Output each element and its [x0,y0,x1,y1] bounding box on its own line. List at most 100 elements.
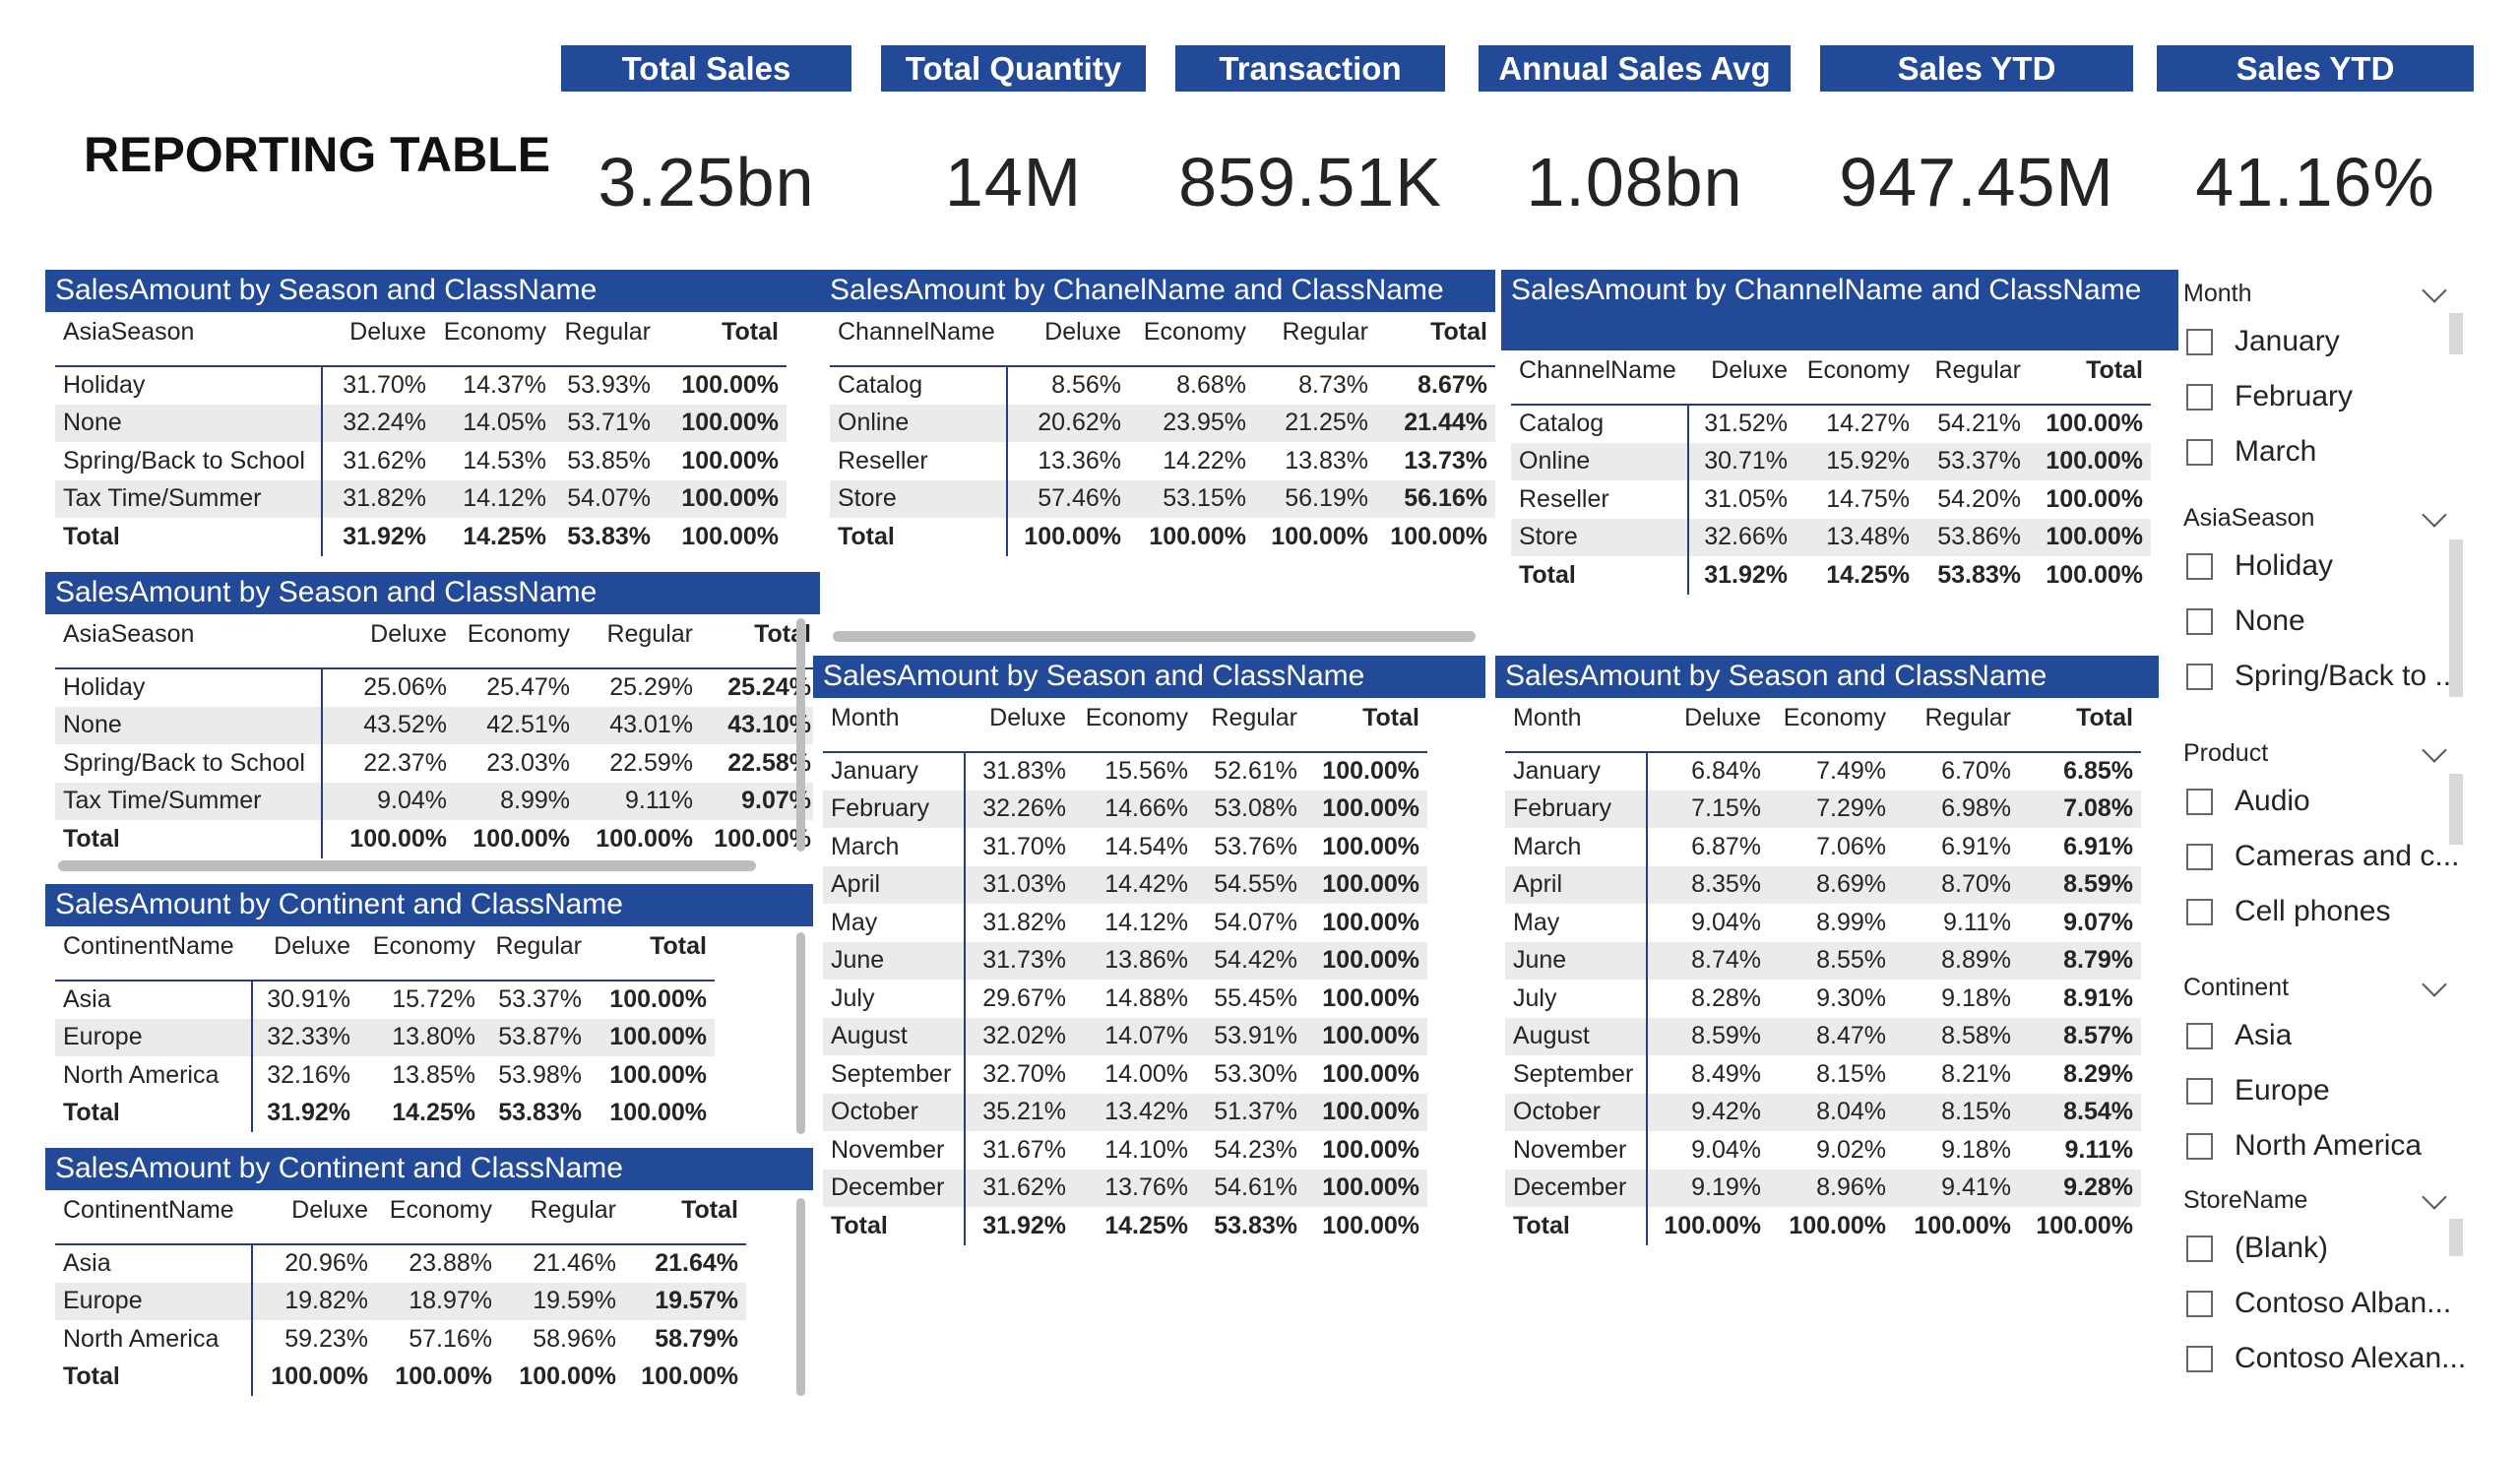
slicer-scrollbar[interactable] [2449,774,2463,845]
column-header[interactable]: Regular [500,1190,624,1245]
column-header-row: AsiaSeason Deluxe Economy Regular Total [55,312,787,367]
vertical-scrollbar[interactable] [796,1198,805,1396]
table-row: April 31.03% 14.42% 54.55% 100.00% [823,865,1427,904]
table-row: July 8.28% 9.30% 9.18% 8.91% [1505,980,2141,1018]
column-header[interactable]: Total [2019,698,2141,753]
vertical-scrollbar[interactable] [796,618,805,852]
column-header[interactable]: Regular [1254,312,1376,367]
column-header[interactable]: Regular [578,614,701,669]
table-row: October 35.21% 13.42% 51.37% 100.00% [823,1093,1427,1131]
horizontal-scrollbar[interactable] [58,860,756,871]
column-header[interactable]: Total [624,1190,746,1245]
slicer-item[interactable]: Contoso Alexan... [2186,1342,2466,1375]
column-header[interactable]: Economy [1074,698,1196,753]
cell-value: 13.36% [1038,446,1121,475]
column-header[interactable]: Total [1376,312,1495,367]
column-header[interactable]: Regular [483,926,590,982]
slicer-item[interactable]: Cameras and c... [2186,840,2459,873]
kpi-header: Annual Sales Avg [1479,45,1791,92]
slicer-item[interactable]: North America [2186,1129,2422,1163]
slicer-item[interactable]: Cell phones [2186,895,2390,928]
checkbox[interactable] [2186,1345,2213,1372]
column-header[interactable]: AsiaSeason [55,312,322,367]
checkbox[interactable] [2186,552,2213,580]
column-header[interactable]: Total [1305,698,1427,753]
slicer-item[interactable]: Europe [2186,1074,2330,1108]
column-header[interactable]: Economy [358,926,483,982]
slicer-scrollbar[interactable] [2449,539,2463,697]
checkbox[interactable] [2186,898,2213,925]
slicer-item[interactable]: March [2186,435,2316,469]
cell-value: 100.00% [641,1362,738,1391]
column-header[interactable]: Deluxe [1688,350,1796,406]
table-row: Tax Time/Summer 31.82% 14.12% 54.07% 100.00% [55,479,787,518]
slicer-item[interactable]: Audio [2186,785,2310,818]
table-row: June 8.74% 8.55% 8.89% 8.79% [1505,941,2141,980]
column-header[interactable]: AsiaSeason [55,614,322,669]
slicer-item[interactable]: Contoso Alban... [2186,1287,2451,1320]
column-header[interactable]: Month [823,698,965,753]
chevron-down-icon[interactable] [2422,502,2447,528]
column-header[interactable]: Economy [376,1190,500,1245]
column-header[interactable]: Economy [434,312,554,367]
column-header[interactable]: Economy [1129,312,1254,367]
vertical-scrollbar[interactable] [796,932,805,1134]
column-header[interactable]: Deluxe [252,1190,376,1245]
column-header[interactable]: Deluxe [322,614,455,669]
column-header[interactable]: Total [659,312,787,367]
slicer-scrollbar[interactable] [2449,313,2463,354]
cell-value: 6.84% [1691,757,1761,786]
chevron-down-icon[interactable] [2422,1184,2447,1210]
column-header[interactable]: ContinentName [55,1190,252,1245]
cell-value: 9.18% [1941,1135,2011,1164]
cell-value: 100.00% [609,985,707,1014]
checkbox[interactable] [2186,438,2213,466]
slicer-item-label: March [2235,435,2317,468]
column-header[interactable]: Deluxe [1647,698,1769,753]
column-header[interactable]: Deluxe [965,698,1074,753]
checkbox[interactable] [2186,843,2213,870]
column-header[interactable]: Deluxe [322,312,434,367]
column-header[interactable]: Total [590,926,715,982]
slicer-item[interactable]: None [2186,604,2305,638]
slicer-item[interactable]: Spring/Back to ... [2186,660,2459,693]
column-header[interactable]: Regular [1894,698,2019,753]
chevron-down-icon[interactable] [2422,278,2447,303]
checkbox[interactable] [2186,1077,2213,1105]
chevron-down-icon[interactable] [2422,737,2447,763]
cell-value: 14.25% [392,1099,475,1127]
column-header[interactable]: Deluxe [252,926,358,982]
table-row: January 6.84% 7.49% 6.70% 6.85% [1505,752,2141,791]
slicer-item[interactable]: Asia [2186,1019,2292,1052]
column-header[interactable]: Regular [1918,350,2029,406]
slicer-item[interactable]: January [2186,325,2340,358]
column-header[interactable]: Economy [1796,350,1918,406]
checkbox[interactable] [2186,1022,2213,1049]
horizontal-scrollbar[interactable] [833,631,1476,642]
column-header[interactable]: Deluxe [1007,312,1129,367]
checkbox[interactable] [2186,1132,2213,1160]
checkbox[interactable] [2186,663,2213,690]
column-header[interactable]: Regular [1196,698,1305,753]
slicer-item[interactable]: February [2186,380,2353,413]
checkbox[interactable] [2186,1290,2213,1317]
column-header[interactable]: Total [2029,350,2151,406]
column-header[interactable]: ContinentName [55,926,252,982]
slicer-item[interactable]: Holiday [2186,549,2333,583]
column-header[interactable]: Regular [554,312,659,367]
checkbox[interactable] [2186,383,2213,411]
column-header[interactable]: ChannelName [1511,350,1688,406]
slicer-scrollbar[interactable] [2449,1219,2463,1256]
cell-value: 57.46% [1007,479,1129,518]
checkbox[interactable] [2186,1235,2213,1262]
checkbox[interactable] [2186,788,2213,815]
column-header[interactable]: Economy [1769,698,1894,753]
checkbox[interactable] [2186,328,2213,355]
column-header[interactable]: Month [1505,698,1647,753]
slicer-item[interactable]: (Blank) [2186,1232,2328,1265]
column-header[interactable]: Economy [455,614,578,669]
chevron-down-icon[interactable] [2422,972,2447,997]
table-visual: SalesAmount by ChannelName and ClassName… [1501,270,2178,604]
checkbox[interactable] [2186,607,2213,635]
column-header[interactable]: ChannelName [830,312,1007,367]
